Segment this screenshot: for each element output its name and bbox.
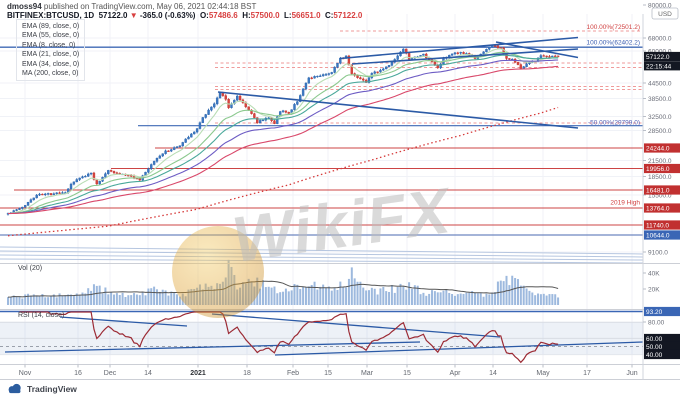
svg-text:Feb: Feb: [287, 370, 299, 377]
symbol-label[interactable]: BITFINEX:BTCUSD, 1D: [7, 11, 95, 20]
svg-text:Apr: Apr: [450, 370, 462, 377]
svg-text:60.00: 60.00: [646, 336, 663, 343]
svg-text:16: 16: [74, 370, 82, 377]
legend-ema89[interactable]: EMA (89, close, 0): [22, 23, 80, 30]
svg-text:50.00: 50.00: [646, 344, 663, 351]
svg-text:13764.0: 13764.0: [646, 206, 670, 213]
svg-text:17: 17: [583, 370, 591, 377]
close-label: C:: [324, 11, 334, 20]
svg-text:80.00: 80.00: [648, 319, 665, 326]
svg-text:28500.0: 28500.0: [648, 128, 672, 135]
publish-text: published on TradingView.com, May 06, 20…: [41, 2, 257, 11]
svg-text:44500.0: 44500.0: [648, 80, 672, 87]
high-value: 57500.0: [250, 11, 280, 20]
cloud-icon: [8, 383, 21, 394]
svg-text:57122.0: 57122.0: [646, 54, 670, 61]
svg-text:21500.0: 21500.0: [648, 158, 672, 165]
brand-name: TradingView: [27, 383, 77, 394]
svg-text:15: 15: [403, 370, 411, 377]
svg-text:24244.0: 24244.0: [646, 146, 670, 153]
svg-text:-50.00%(29799.0): -50.00%(29799.0): [588, 120, 640, 127]
legend-ema55[interactable]: EMA (55, close, 0): [22, 32, 80, 40]
svg-text:40K: 40K: [648, 270, 660, 277]
svg-text:38500.0: 38500.0: [648, 96, 672, 103]
tradingview-footer-logo[interactable]: TradingView: [7, 383, 77, 394]
svg-text:40.00: 40.00: [646, 352, 663, 359]
legend-ema21[interactable]: EMA (21, close, 0): [22, 51, 80, 59]
svg-text:100.00%(62402.2): 100.00%(62402.2): [587, 40, 641, 47]
indicator-legend[interactable]: EMA (89, close, 0) EMA (55, close, 0) EM…: [16, 19, 86, 82]
svg-text:22:15:44: 22:15:44: [646, 63, 672, 70]
svg-text:15: 15: [324, 370, 332, 377]
volume-pane-label[interactable]: Vol (20): [18, 265, 43, 272]
low-value: 56651.0: [291, 11, 321, 20]
svg-text:18: 18: [243, 370, 251, 377]
svg-text:93.20: 93.20: [646, 309, 663, 316]
legend-ema34[interactable]: EMA (34, close, 0): [22, 60, 80, 68]
svg-text:Mar: Mar: [361, 370, 374, 377]
rsi-pane-label[interactable]: RSI (14, close): [18, 312, 65, 319]
last-price: 57122.0: [98, 11, 128, 20]
svg-text:68000.0: 68000.0: [648, 35, 672, 42]
legend-ma200[interactable]: MA (200, close, 0): [22, 70, 79, 78]
low-label: L:: [284, 11, 292, 20]
svg-text:18500.0: 18500.0: [648, 174, 672, 181]
svg-text:15500.0: 15500.0: [648, 192, 672, 199]
svg-text:11740.0: 11740.0: [646, 223, 669, 230]
svg-text:USD: USD: [658, 11, 672, 18]
publish-info: dmoss94 published on TradingView.com, Ma…: [7, 2, 256, 11]
svg-text:100.00%(72501.2): 100.00%(72501.2): [587, 24, 641, 31]
svg-text:10644.0: 10644.0: [646, 233, 670, 240]
svg-text:9100.0: 9100.0: [648, 249, 668, 256]
svg-text:14: 14: [144, 370, 152, 377]
change-value: -365.0 (-0.63%): [139, 11, 196, 20]
svg-text:Dec: Dec: [104, 370, 117, 377]
svg-text:2021: 2021: [190, 370, 206, 377]
svg-text:14: 14: [489, 370, 497, 377]
svg-text:2019 High: 2019 High: [610, 200, 640, 207]
svg-text:16481.0: 16481.0: [646, 188, 670, 195]
legend-ema8[interactable]: EMA (8, close, 0): [22, 41, 76, 49]
open-value: 57486.6: [208, 11, 238, 20]
svg-text:Jun: Jun: [626, 370, 637, 377]
svg-text:32500.0: 32500.0: [648, 114, 672, 121]
svg-text:May: May: [536, 370, 550, 377]
high-label: H:: [242, 11, 251, 20]
direction-arrow: ▼: [129, 11, 138, 20]
open-label: O:: [199, 11, 209, 20]
author-name: dmoss94: [7, 2, 42, 11]
symbol-ohlc-row: BITFINEX:BTCUSD, 1D 57122.0 ▼ -365.0 (-0…: [7, 11, 362, 20]
svg-text:80000.0: 80000.0: [648, 2, 672, 9]
svg-text:19956.0: 19956.0: [646, 166, 670, 173]
close-value: 57122.0: [333, 11, 363, 20]
svg-text:20K: 20K: [648, 286, 660, 293]
svg-text:Nov: Nov: [19, 370, 32, 377]
